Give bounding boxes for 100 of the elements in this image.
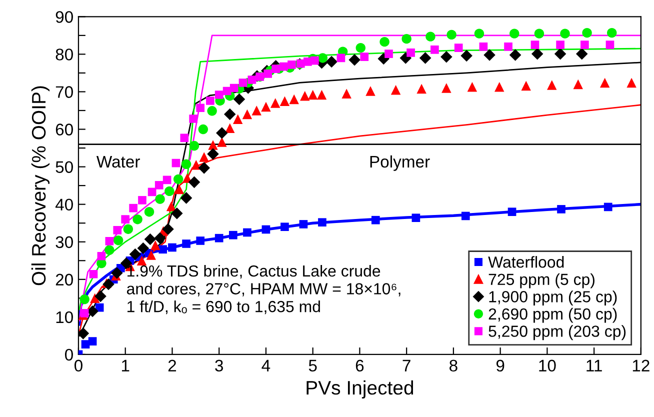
point xyxy=(199,152,209,162)
point xyxy=(531,48,544,60)
point xyxy=(510,28,520,38)
point xyxy=(243,228,252,237)
point xyxy=(318,218,326,227)
point xyxy=(479,42,488,51)
point xyxy=(208,140,218,150)
point xyxy=(560,28,570,38)
point xyxy=(162,176,172,184)
point xyxy=(129,248,142,260)
legend-label: 1,900 ppm (25 cp) xyxy=(489,290,617,306)
point xyxy=(196,236,205,245)
point xyxy=(80,294,90,304)
point xyxy=(604,202,612,212)
point xyxy=(180,134,189,142)
point xyxy=(280,222,289,232)
point xyxy=(494,82,504,92)
point xyxy=(264,70,272,78)
point xyxy=(310,56,319,65)
point xyxy=(318,53,328,63)
x-tick-label: 1 xyxy=(122,360,130,372)
point xyxy=(81,340,90,348)
x-tick-label: 7 xyxy=(402,360,410,372)
point xyxy=(238,78,248,87)
point xyxy=(198,124,208,134)
point xyxy=(509,49,522,61)
point xyxy=(146,250,156,260)
point xyxy=(162,223,174,235)
point xyxy=(191,160,201,170)
point xyxy=(171,207,183,220)
point xyxy=(406,48,415,57)
point xyxy=(280,62,288,71)
y-tick-label: 60 xyxy=(56,124,73,136)
point xyxy=(198,162,210,174)
line-series xyxy=(78,202,641,326)
point xyxy=(113,226,122,234)
point xyxy=(573,79,583,90)
point xyxy=(102,278,114,290)
point xyxy=(182,240,190,248)
x-tick-label: 9 xyxy=(496,360,504,372)
point xyxy=(180,192,192,204)
point xyxy=(94,290,106,302)
point xyxy=(224,108,236,120)
point xyxy=(342,88,352,98)
point xyxy=(356,42,366,53)
point xyxy=(547,80,557,90)
y-tick-label: 20 xyxy=(56,274,73,286)
y-tick-label: 30 xyxy=(56,236,73,248)
x-tick-label: 0 xyxy=(74,360,82,372)
point xyxy=(600,78,610,88)
point xyxy=(280,96,290,106)
point xyxy=(173,174,184,184)
point xyxy=(168,243,176,252)
x-axis-title: PVs Injected xyxy=(306,380,414,399)
point xyxy=(216,127,228,139)
point xyxy=(150,240,160,250)
point xyxy=(272,64,280,74)
point xyxy=(461,212,470,220)
point xyxy=(446,30,456,40)
point xyxy=(228,230,238,240)
point xyxy=(214,90,224,99)
y-tick-label: 70 xyxy=(56,86,73,98)
x-tick-label: 3 xyxy=(215,360,223,372)
point xyxy=(248,76,256,84)
point xyxy=(252,106,262,116)
x-tick-label: 5 xyxy=(308,360,317,372)
point xyxy=(188,176,200,188)
point xyxy=(225,123,235,134)
point xyxy=(137,242,150,254)
y-tick-label: 40 xyxy=(55,198,73,211)
y-tick-label: 50 xyxy=(56,161,73,174)
y-tick-label: 0 xyxy=(65,348,73,361)
point xyxy=(300,91,310,101)
point xyxy=(144,206,154,217)
point xyxy=(111,267,123,279)
legend-label: 725 ppm (5 cp) xyxy=(488,273,594,288)
point xyxy=(557,205,566,214)
point xyxy=(80,309,89,318)
point xyxy=(299,220,308,228)
point xyxy=(136,256,147,266)
point xyxy=(390,85,401,95)
point xyxy=(172,158,180,168)
x-tick-label: 2 xyxy=(168,360,176,372)
point xyxy=(261,102,271,112)
x-tick-label: 12 xyxy=(632,360,650,372)
y-tick-label: 10 xyxy=(56,311,73,324)
point xyxy=(430,46,439,54)
point xyxy=(242,109,252,120)
point xyxy=(148,188,156,196)
point xyxy=(348,54,360,66)
y-axis-title: Oil Recovery (% OOIP) xyxy=(31,86,50,286)
point xyxy=(189,114,198,123)
point xyxy=(606,40,614,49)
point xyxy=(104,245,114,255)
point xyxy=(217,137,227,147)
y-tick-label: 80 xyxy=(56,48,73,60)
point xyxy=(158,245,168,254)
point xyxy=(336,54,346,62)
x-tick-label: 6 xyxy=(356,360,364,372)
point xyxy=(582,28,592,38)
